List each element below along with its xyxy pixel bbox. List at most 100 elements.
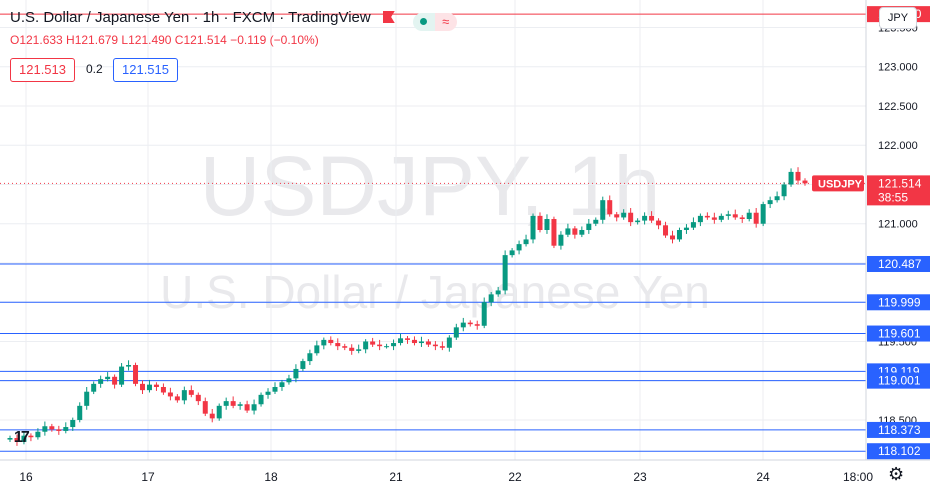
candle-body [293,368,299,379]
candle-body [753,212,759,224]
candle-body [119,366,125,385]
time-tick-label: 24 [756,470,770,484]
candle-body [160,386,166,393]
candle-body [453,327,459,338]
ohlc-readout: O121.633 H121.679 L121.490 C121.514 −0.1… [10,33,319,47]
price-tick-label: 123.000 [878,62,918,74]
candle-body [377,344,383,347]
candle-body [767,200,773,205]
candle-body [112,376,118,385]
candle-body [446,337,452,348]
support-price-label: 118.102 [878,444,921,458]
candle-body [202,401,208,414]
gear-icon[interactable]: ⚙ [888,464,905,484]
candle-body [98,379,104,384]
candle-body [537,215,543,230]
candle-body [663,225,669,236]
support-price-label-bg [867,255,930,272]
support-price-label-bg [867,443,930,460]
candle-body [391,343,397,347]
candle-body [14,438,20,442]
candle-body [746,212,752,220]
time-axis[interactable]: 16 17 18 21 22 23 24 18:00 [19,470,873,484]
replay-icon: ≈ [434,12,457,31]
tradingview-logo-icon[interactable]: 17 [14,429,30,446]
candle-body [321,339,327,346]
candle-body [802,180,808,184]
candle-body [133,365,139,384]
candle-body [509,250,515,256]
support-price-label: 118.373 [878,423,921,437]
candle-body [600,200,606,220]
candle-body [544,219,550,230]
ohlc-values: O121.633 H121.679 L121.490 C121.514 −0.1… [10,33,319,47]
candle-body [676,230,682,240]
spread-value: 0.2 [86,62,103,76]
candle-body [495,290,501,295]
candle-body [91,383,97,392]
candle-body [670,235,675,240]
candle-body [63,427,69,431]
candle-body [614,214,620,218]
candle-body [216,405,222,419]
support-price-label: 119.601 [878,327,921,341]
candle-body [167,392,173,397]
candle-body [42,426,48,432]
candle-body [84,391,90,406]
candle-body [307,353,313,362]
candle-body [711,217,717,220]
candle-body [153,384,159,387]
candle-body [223,401,229,406]
candle-body [279,382,285,387]
candle-body [795,171,801,181]
candle-body [244,404,250,411]
currency-button[interactable]: JPY [879,7,917,29]
price-tick-label: 122.500 [878,101,918,113]
candle-body [586,223,592,230]
flag-icon[interactable] [382,11,395,23]
candle-body [181,390,187,401]
sell-price-button[interactable]: 121.513 [10,58,75,82]
chart-title: U.S. Dollar / Japanese Yen · 1h · FXCM ·… [10,9,457,31]
candle-body [565,228,571,235]
time-tick-label: 18:00 [843,470,873,484]
candle-body [718,215,724,220]
candle-body [356,349,362,351]
candle-body [105,376,111,380]
candle-body [649,215,655,221]
candle-body [439,346,445,348]
candle-body [188,390,194,395]
time-tick-label: 18 [264,470,278,484]
buy-price-button[interactable]: 121.515 [113,58,178,82]
candle-body [732,214,738,218]
price-tick-label: 122.000 [878,140,918,152]
candle-body [49,426,55,430]
support-price-label-bg [867,294,930,311]
candle-body [523,239,529,245]
current-price-label: 121.514 [878,176,922,190]
candle-body [77,405,83,420]
symbol-tag-bg [812,175,864,192]
grid-lines [0,0,866,460]
candle-body [328,339,334,344]
candle-body [174,396,180,401]
candle-body [265,391,271,395]
symbol-tag: USDJPY [818,178,863,190]
market-status[interactable]: ≈ [412,12,457,31]
candle-body [530,215,536,240]
support-price-label: 119.001 [878,374,921,388]
candle-body [467,322,473,325]
bar-countdown: 38:55 [878,190,908,204]
candle-body [300,361,306,369]
candle-body [272,386,278,392]
candle-body [7,438,13,440]
candle-body [488,294,494,303]
watermark-name: U.S. Dollar / Japanese Yen [160,266,710,318]
candle-body [195,394,201,402]
candle-body [516,244,522,251]
candle-body [725,214,731,216]
candle-body [258,394,264,405]
candle-body [551,219,557,246]
current-price-bg [867,175,930,206]
candle-body [704,215,710,218]
